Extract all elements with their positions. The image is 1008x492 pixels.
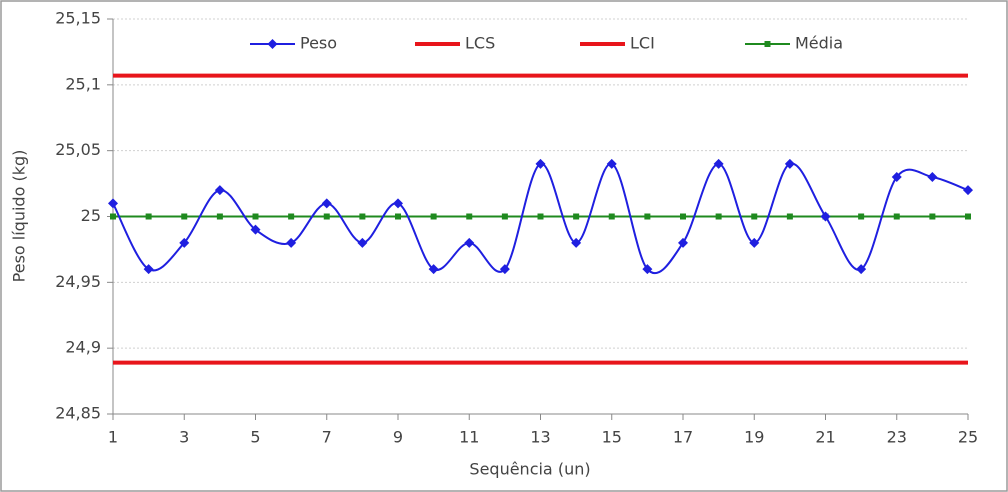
marker <box>286 237 297 248</box>
marker <box>751 213 758 220</box>
marker <box>499 264 510 275</box>
y-axis-label: Peso líquido (kg) <box>10 150 29 283</box>
marker <box>464 237 475 248</box>
marker <box>323 213 330 220</box>
x-tick-label: 25 <box>958 428 978 447</box>
y-tick-label: 24,85 <box>55 404 101 423</box>
marker <box>393 198 403 209</box>
marker <box>929 213 936 220</box>
marker <box>145 213 152 220</box>
marker <box>715 213 722 220</box>
x-tick-label: 3 <box>179 428 189 447</box>
marker <box>713 158 724 169</box>
marker <box>252 213 259 220</box>
marker <box>267 39 278 49</box>
marker <box>644 213 651 220</box>
marker <box>537 213 544 220</box>
legend-label: Média <box>795 34 843 53</box>
y-tick-label: 25,05 <box>55 140 101 159</box>
x-tick-label: 13 <box>530 428 550 447</box>
x-tick-label: 21 <box>815 428 835 447</box>
marker <box>786 213 793 220</box>
marker <box>678 237 688 248</box>
y-tick-label: 25 <box>81 206 101 225</box>
marker <box>359 213 366 220</box>
marker <box>395 213 401 220</box>
marker <box>181 213 188 220</box>
marker <box>820 211 831 222</box>
y-tick-label: 24,9 <box>65 338 101 357</box>
y-tick-label: 24,95 <box>55 272 101 291</box>
marker <box>606 158 617 169</box>
x-tick-label: 11 <box>459 428 479 447</box>
marker <box>858 213 865 220</box>
marker <box>501 213 508 220</box>
marker <box>535 158 546 169</box>
x-tick-label: 17 <box>673 428 693 447</box>
marker <box>143 264 154 275</box>
marker <box>965 213 971 220</box>
x-tick-label: 1 <box>108 428 118 447</box>
legend-label: LCI <box>630 34 655 53</box>
marker <box>250 224 261 235</box>
y-tick-label: 25,1 <box>65 74 101 93</box>
marker <box>642 264 653 275</box>
x-tick-label: 19 <box>744 428 764 447</box>
marker <box>357 237 368 248</box>
marker <box>571 237 582 248</box>
x-tick-label: 9 <box>393 428 403 447</box>
marker <box>573 213 580 220</box>
x-axis-label: Sequência (un) <box>469 460 590 479</box>
x-tick-label: 7 <box>322 428 332 447</box>
marker <box>216 213 223 220</box>
marker <box>108 198 118 209</box>
x-tick-label: 23 <box>887 428 907 447</box>
legend-label: LCS <box>465 34 495 53</box>
marker <box>963 185 973 196</box>
marker <box>110 213 116 220</box>
marker <box>891 172 902 182</box>
marker <box>749 237 760 248</box>
marker <box>608 213 615 220</box>
marker <box>893 213 900 220</box>
marker <box>321 198 332 209</box>
x-tick-label: 15 <box>602 428 622 447</box>
marker <box>680 213 686 220</box>
y-tick-label: 25,15 <box>55 9 101 28</box>
marker <box>856 264 867 275</box>
marker <box>466 213 473 220</box>
marker <box>784 158 795 169</box>
legend-label: Peso <box>300 34 337 53</box>
marker <box>428 264 439 275</box>
x-tick-label: 5 <box>250 428 260 447</box>
marker <box>214 185 225 196</box>
marker <box>764 41 771 47</box>
marker <box>288 213 295 220</box>
marker <box>430 213 437 220</box>
marker <box>927 172 938 182</box>
marker <box>179 237 190 248</box>
